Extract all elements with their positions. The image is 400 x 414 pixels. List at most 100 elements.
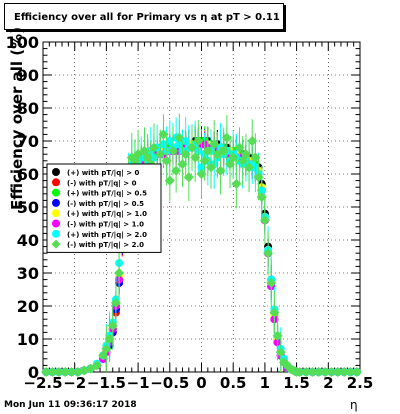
legend-entry: (+) with pT/|q| > 2.0 <box>52 229 147 240</box>
data-point <box>231 178 242 189</box>
data-point <box>114 268 125 278</box>
data-point <box>215 165 226 176</box>
data-point <box>253 172 264 183</box>
x-tick-label: 0.5 <box>220 374 247 392</box>
x-tick-labels: −2.5 −2 −1.5 −1 −0.5 0 0.5 1 1.5 2 2.5 <box>23 374 373 392</box>
timestamp: Mon Jun 11 09:36:17 2018 <box>4 400 137 410</box>
x-axis-label: η <box>350 398 358 412</box>
legend-marker <box>52 168 60 176</box>
data-point <box>66 367 77 377</box>
data-point <box>313 367 324 377</box>
data-point <box>91 360 102 371</box>
y-tick-label: 0 <box>28 363 39 382</box>
legend-entry: (-) with pT/|q| > 0 <box>52 178 137 188</box>
legend-entry: (-) with pT/|q| > 1.0 <box>52 219 144 230</box>
data-point <box>294 367 305 377</box>
legend-box <box>46 163 162 253</box>
legend-label: (-) with pT/|q| > 0.5 <box>67 200 144 209</box>
data-point <box>110 297 121 308</box>
data-point <box>199 155 210 166</box>
data-point <box>177 159 188 170</box>
data-point <box>193 136 204 146</box>
x-tick-label: −0.5 <box>150 374 189 392</box>
y-tick-label: 10 <box>17 330 39 349</box>
data-point <box>301 367 312 377</box>
data-point <box>326 367 337 377</box>
data-point <box>180 149 191 160</box>
legend-marker <box>52 229 60 238</box>
data-point <box>101 343 112 354</box>
data-point <box>165 137 174 145</box>
data-point <box>266 277 277 288</box>
legend-label: (+) with pT/|q| > 1.0 <box>67 210 147 219</box>
x-tick-label: −1 <box>127 374 150 392</box>
data-point <box>247 136 258 146</box>
data-point <box>339 367 350 377</box>
data-point <box>148 142 159 153</box>
data-point <box>158 129 169 140</box>
y-tick-label: 20 <box>17 297 39 316</box>
y-tick-label: 80 <box>17 99 39 118</box>
y-axis-label: Efficiency over all (%) <box>8 27 26 210</box>
data-point <box>269 307 280 318</box>
legend-marker <box>52 219 60 228</box>
y-tick-label: 90 <box>17 66 39 85</box>
legend-entry: (+) with pT/|q| > 1.0 <box>52 209 147 219</box>
data-point <box>240 149 251 160</box>
data-point <box>183 172 194 183</box>
data-point <box>161 155 172 166</box>
data-point <box>332 367 343 377</box>
data-point <box>228 152 239 163</box>
data-point <box>244 162 255 173</box>
data-point <box>209 139 220 150</box>
legend-label: (+) with pT/|q| > 0 <box>67 169 140 178</box>
data-point <box>47 367 58 377</box>
data-point <box>272 330 283 341</box>
legend-marker <box>52 188 60 197</box>
data-point <box>234 142 245 153</box>
data-point <box>41 367 52 377</box>
legend-label: (-) with pT/|q| > 0 <box>67 179 137 188</box>
data-point <box>174 132 185 143</box>
y-tick-labels: 0 10 20 30 40 50 60 70 80 90 100 <box>6 33 39 382</box>
data-point <box>320 367 331 377</box>
legend-label: (+) with pT/|q| > 0.5 <box>67 190 147 199</box>
legend-label: (+) with pT/|q| > 2.0 <box>67 231 147 240</box>
y-tick-label: 40 <box>17 231 39 250</box>
data-point <box>60 367 71 377</box>
data-point <box>275 347 286 358</box>
legend-marker <box>52 178 60 187</box>
y-tick-label: 60 <box>17 165 39 184</box>
data-point <box>53 367 64 377</box>
data-point <box>307 367 318 377</box>
legend-label: (-) with pT/|q| > 2.0 <box>67 241 144 250</box>
data-point <box>190 152 201 163</box>
data-point <box>202 145 213 156</box>
data-point <box>259 215 270 226</box>
data-point <box>167 145 178 156</box>
x-tick-label: −2.5 <box>23 374 62 392</box>
y-tick-label: 70 <box>17 132 39 151</box>
x-tick-label: 0 <box>196 374 206 392</box>
legend-marker <box>51 239 61 249</box>
data-point <box>218 145 229 156</box>
data-point <box>107 320 118 331</box>
x-tick-label: −1.5 <box>87 374 126 392</box>
x-tick-label: 2 <box>323 374 333 392</box>
chart-title: Efficiency over all for Primary vs η at … <box>14 12 280 23</box>
y-tick-label: 100 <box>6 33 39 52</box>
x-tick-label: −2 <box>63 374 86 392</box>
data-point <box>221 132 232 143</box>
data-point <box>351 367 362 377</box>
data-point <box>186 142 197 153</box>
data-point <box>256 192 267 203</box>
data-point <box>196 169 207 179</box>
legend-entry: (-) with pT/|q| > 2.0 <box>51 239 144 250</box>
data-point <box>250 152 261 163</box>
data-point <box>104 334 115 344</box>
y-tick-label: 50 <box>17 198 39 217</box>
legend-entry: (+) with pT/|q| > 0 <box>52 168 140 178</box>
legend-marker <box>52 198 60 207</box>
data-point <box>263 248 274 259</box>
